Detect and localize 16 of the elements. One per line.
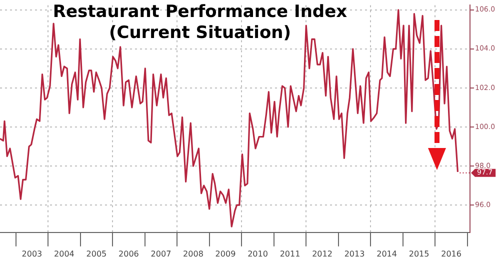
x-tick-label: 2009 <box>215 249 236 258</box>
x-tick-label: 2010 <box>248 249 268 258</box>
x-tick-label: 2003 <box>22 249 42 258</box>
chart-title: Restaurant Performance Index <box>52 2 348 23</box>
x-tick-label: 2011 <box>280 249 300 258</box>
x-tick-label: 2013 <box>344 249 365 258</box>
x-tick-label: 2006 <box>118 249 139 258</box>
x-tick-label: 2008 <box>183 249 204 258</box>
x-tick-label: 2016 <box>441 249 462 258</box>
x-tick-label: 2004 <box>54 249 74 258</box>
x-tick-label: 2007 <box>150 249 172 258</box>
x-tick-label: 2015 <box>408 249 430 258</box>
text: (Current Situation) <box>108 23 292 44</box>
x-tick-label: 2014 <box>376 249 397 258</box>
x-tick-label: 2005 <box>86 249 107 258</box>
x-tick-label: 2012 <box>312 249 332 258</box>
